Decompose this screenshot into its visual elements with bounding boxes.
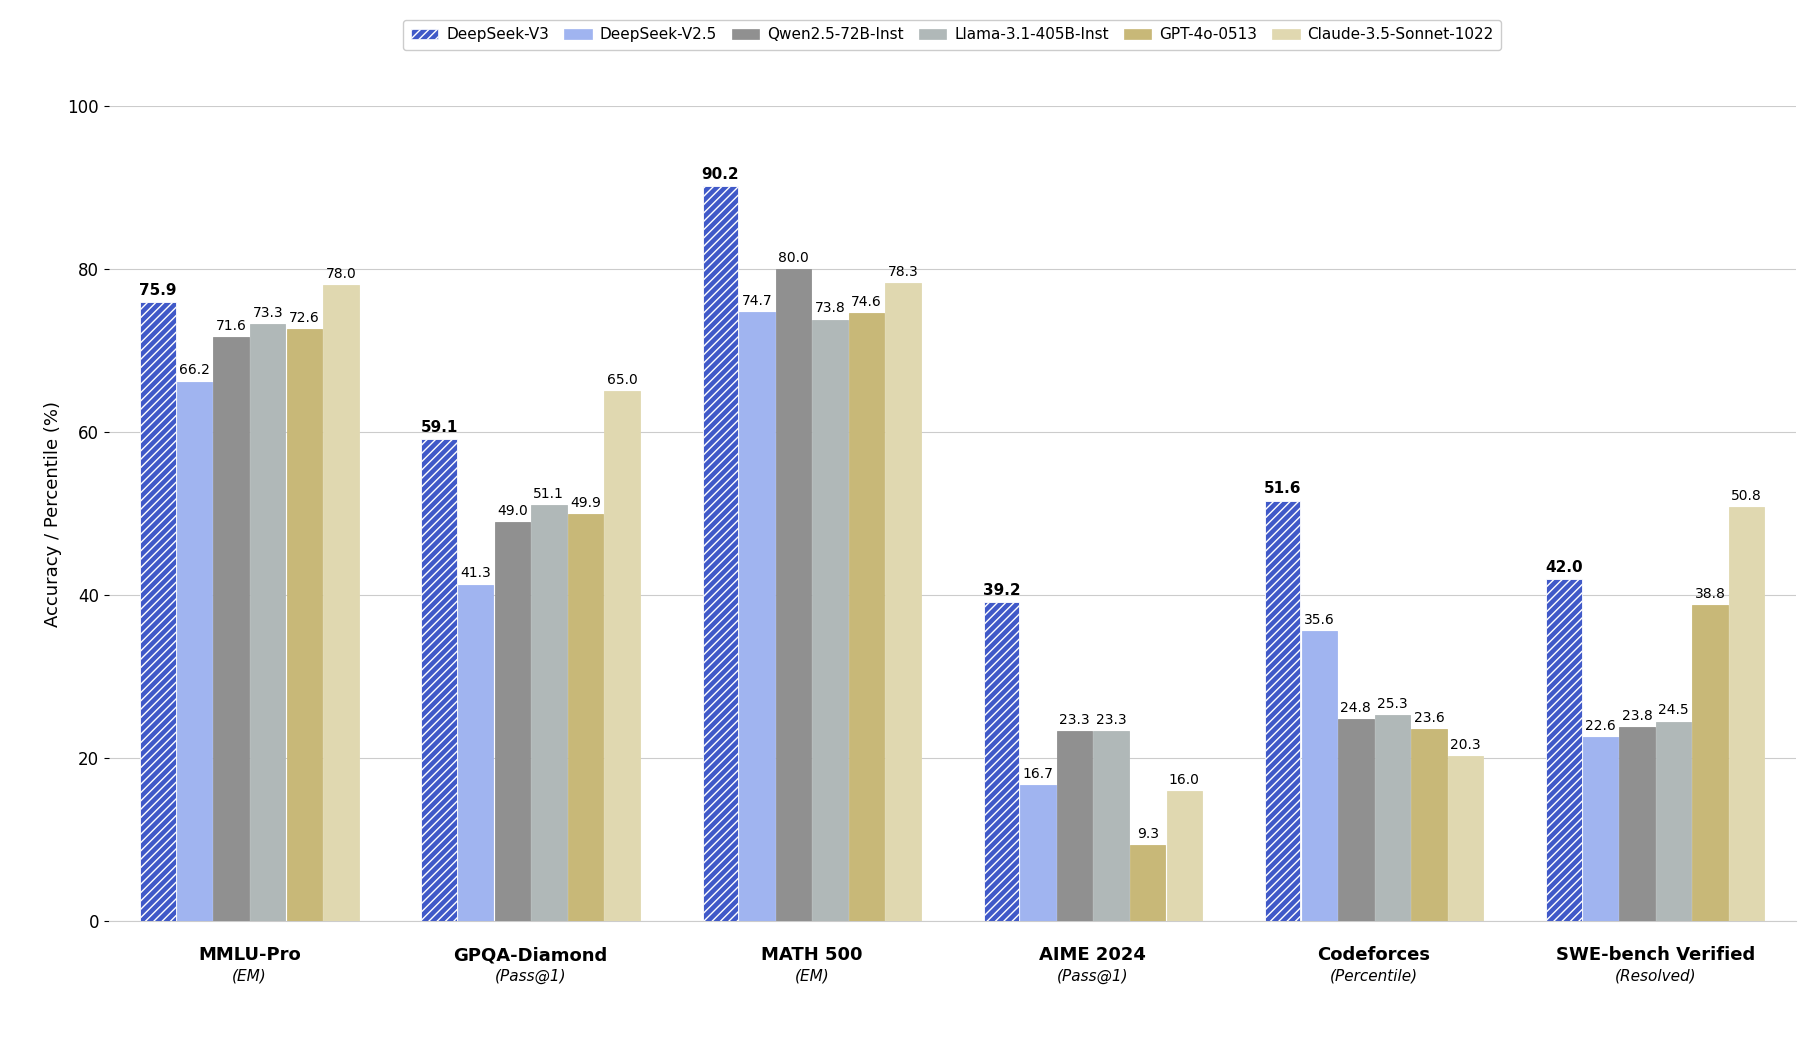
Text: (Pass@1): (Pass@1) <box>1058 969 1128 984</box>
Text: (Pass@1): (Pass@1) <box>495 969 566 984</box>
Text: 75.9: 75.9 <box>140 284 176 299</box>
Bar <box>568 515 602 921</box>
Text: 16.0: 16.0 <box>1168 773 1199 787</box>
Text: 78.3: 78.3 <box>887 265 918 279</box>
Text: 35.6: 35.6 <box>1304 613 1335 627</box>
Bar <box>1339 719 1373 921</box>
Bar <box>1264 501 1301 921</box>
Bar <box>214 338 249 921</box>
Text: 74.6: 74.6 <box>851 295 882 309</box>
Text: SWE-bench Verified: SWE-bench Verified <box>1556 947 1754 965</box>
Legend: DeepSeek-V3, DeepSeek-V2.5, Qwen2.5-72B-Inst, Llama-3.1-405B-Inst, GPT-4o-0513, : DeepSeek-V3, DeepSeek-V2.5, Qwen2.5-72B-… <box>403 20 1502 50</box>
Bar <box>287 329 321 921</box>
Text: 42.0: 42.0 <box>1546 560 1582 575</box>
Text: 22.6: 22.6 <box>1585 719 1616 733</box>
Text: 66.2: 66.2 <box>180 363 210 377</box>
Text: 24.5: 24.5 <box>1658 703 1689 718</box>
Text: 71.6: 71.6 <box>216 320 247 334</box>
Bar <box>1094 732 1128 921</box>
Bar <box>459 585 493 921</box>
Text: AIME 2024: AIME 2024 <box>1039 947 1146 965</box>
Text: 72.6: 72.6 <box>288 311 319 325</box>
Bar <box>1166 791 1203 921</box>
Bar <box>1656 721 1691 921</box>
Bar <box>323 285 359 921</box>
Text: 23.6: 23.6 <box>1413 711 1444 724</box>
Text: 25.3: 25.3 <box>1377 697 1408 711</box>
Text: 23.3: 23.3 <box>1096 714 1126 728</box>
Text: 23.8: 23.8 <box>1622 710 1653 723</box>
Text: 74.7: 74.7 <box>742 294 773 308</box>
Bar <box>495 522 530 921</box>
Text: 80.0: 80.0 <box>778 251 809 265</box>
Text: 51.6: 51.6 <box>1264 482 1301 497</box>
Text: MMLU-Pro: MMLU-Pro <box>198 947 301 965</box>
Text: 9.3: 9.3 <box>1137 827 1159 842</box>
Text: (EM): (EM) <box>795 969 829 984</box>
Bar <box>1584 737 1618 921</box>
Text: 49.0: 49.0 <box>497 504 528 518</box>
Text: 38.8: 38.8 <box>1694 587 1725 600</box>
Bar <box>702 185 738 921</box>
Bar <box>532 505 566 921</box>
Bar <box>885 283 922 921</box>
Bar <box>604 391 640 921</box>
Text: 24.8: 24.8 <box>1341 701 1371 715</box>
Text: 78.0: 78.0 <box>325 267 356 282</box>
Bar <box>1411 729 1446 921</box>
Text: 50.8: 50.8 <box>1731 489 1761 503</box>
Text: 39.2: 39.2 <box>983 582 1019 597</box>
Bar <box>1058 732 1092 921</box>
Text: 73.8: 73.8 <box>814 302 845 316</box>
Bar <box>983 602 1019 921</box>
Text: (EM): (EM) <box>232 969 267 984</box>
Bar <box>740 312 775 921</box>
Text: 51.1: 51.1 <box>533 486 564 501</box>
Text: 23.3: 23.3 <box>1059 714 1090 728</box>
Bar <box>1130 845 1165 921</box>
Text: 41.3: 41.3 <box>461 567 492 580</box>
Text: MATH 500: MATH 500 <box>762 947 862 965</box>
Bar <box>178 381 212 921</box>
Bar <box>1375 715 1409 921</box>
Bar <box>250 324 285 921</box>
Text: Codeforces: Codeforces <box>1317 947 1431 965</box>
Y-axis label: Accuracy / Percentile (%): Accuracy / Percentile (%) <box>44 400 62 627</box>
Bar <box>1692 605 1727 921</box>
Text: 59.1: 59.1 <box>421 420 457 435</box>
Bar <box>1620 728 1654 921</box>
Text: (Percentile): (Percentile) <box>1330 969 1419 984</box>
Bar <box>421 439 457 921</box>
Text: 65.0: 65.0 <box>606 373 637 388</box>
Text: 90.2: 90.2 <box>702 166 738 182</box>
Text: 49.9: 49.9 <box>570 497 600 510</box>
Bar <box>1729 507 1765 921</box>
Bar <box>1448 756 1484 921</box>
Text: 73.3: 73.3 <box>252 306 283 320</box>
Text: 16.7: 16.7 <box>1023 767 1054 782</box>
Bar <box>1021 785 1056 921</box>
Bar <box>140 303 176 921</box>
Text: 20.3: 20.3 <box>1449 738 1480 752</box>
Bar <box>776 269 811 921</box>
Text: GPQA-Diamond: GPQA-Diamond <box>454 947 608 965</box>
Text: (Resolved): (Resolved) <box>1614 969 1696 984</box>
Bar <box>1546 579 1582 921</box>
Bar <box>813 320 847 921</box>
Bar <box>1302 631 1337 921</box>
Bar <box>849 313 883 921</box>
